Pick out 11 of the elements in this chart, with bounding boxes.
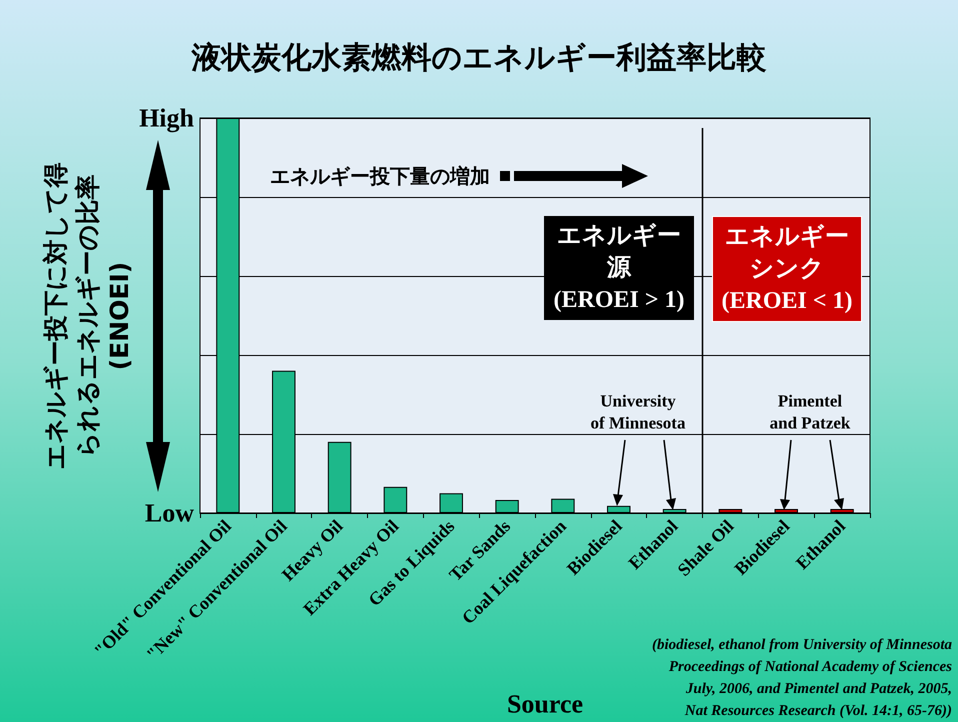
chart-title: 液状炭化水素燃料のエネルギー利益率比較: [190, 40, 766, 76]
x-axis-title: Source: [506, 690, 584, 718]
text: Low: [144, 498, 194, 528]
text: (biodiesel, ethanol from University of Minnesota Proceedings of National Academy of Sciences July, 2006, and Pimentel and Patzek, 2005, Nat Resources Research (Vol. 14:1, 65-76)): [652, 637, 952, 719]
text: High: [139, 104, 195, 132]
annotation: エネルギーシンク (EROEI < 1): [712, 216, 862, 322]
annotation: エネルギー源 (EROEI > 1): [544, 216, 694, 320]
annotation: University of Minnesota: [590, 392, 686, 432]
y-axis-title: エネルギー投下に対して得られるエネルギーの比率 (ENOEI): [40, 161, 135, 471]
annotation: エネルギー投下量の増加: [270, 164, 490, 188]
annotation: Pimentel and Patzek: [770, 392, 851, 432]
